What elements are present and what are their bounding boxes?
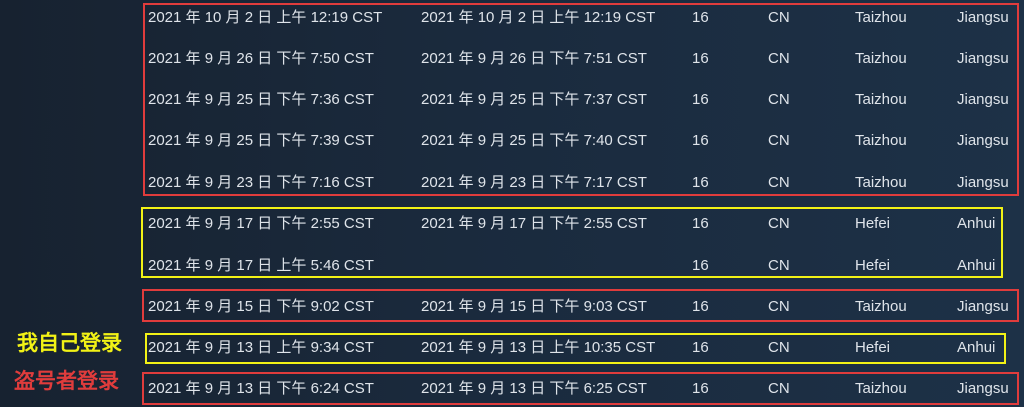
start-time: 2021 年 9 月 23 日 下午 7:16 CST xyxy=(148,174,374,191)
country: CN xyxy=(768,132,790,149)
end-time: 2021 年 10 月 2 日 上午 12:19 CST xyxy=(421,9,656,26)
city: Hefei xyxy=(855,257,891,274)
region: Jiangsu xyxy=(957,132,1009,149)
city: Hefei xyxy=(855,339,891,356)
end-time: 2021 年 9 月 26 日 下午 7:51 CST xyxy=(421,50,647,67)
own-login-highlight-box xyxy=(141,207,1003,278)
country: CN xyxy=(768,380,790,397)
end-time: 2021 年 9 月 13 日 上午 10:35 CST xyxy=(421,339,656,356)
end-time: 2021 年 9 月 25 日 下午 7:40 CST xyxy=(421,132,647,149)
code: 16 xyxy=(692,215,709,232)
city: Taizhou xyxy=(855,91,907,108)
region: Jiangsu xyxy=(957,9,1009,26)
code: 16 xyxy=(692,132,709,149)
end-time: 2021 年 9 月 23 日 下午 7:17 CST xyxy=(421,174,647,191)
city: Taizhou xyxy=(855,174,907,191)
country: CN xyxy=(768,9,790,26)
start-time: 2021 年 9 月 13 日 下午 6:24 CST xyxy=(148,380,374,397)
code: 16 xyxy=(692,91,709,108)
region: Anhui xyxy=(957,257,996,274)
start-time: 2021 年 9 月 26 日 下午 7:50 CST xyxy=(148,50,374,67)
start-time: 2021 年 9 月 13 日 上午 9:34 CST xyxy=(148,339,374,356)
city: Hefei xyxy=(855,215,891,232)
start-time: 2021 年 9 月 25 日 下午 7:36 CST xyxy=(148,91,374,108)
thief-login-highlight-box xyxy=(142,372,1019,405)
start-time: 2021 年 9 月 15 日 下午 9:02 CST xyxy=(148,298,374,315)
country: CN xyxy=(768,174,790,191)
end-time: 2021 年 9 月 13 日 下午 6:25 CST xyxy=(421,380,647,397)
region: Jiangsu xyxy=(957,91,1009,108)
code: 16 xyxy=(692,174,709,191)
own-login-annotation: 我自己登录 xyxy=(17,331,122,355)
region: Anhui xyxy=(957,215,996,232)
code: 16 xyxy=(692,298,709,315)
region: Jiangsu xyxy=(957,50,1009,67)
region: Anhui xyxy=(957,339,996,356)
start-time: 2021 年 9 月 25 日 下午 7:39 CST xyxy=(148,132,374,149)
region: Jiangsu xyxy=(957,174,1009,191)
city: Taizhou xyxy=(855,298,907,315)
end-time: 2021 年 9 月 15 日 下午 9:03 CST xyxy=(421,298,647,315)
start-time: 2021 年 10 月 2 日 上午 12:19 CST xyxy=(148,9,383,26)
code: 16 xyxy=(692,339,709,356)
end-time: 2021 年 9 月 25 日 下午 7:37 CST xyxy=(421,91,647,108)
country: CN xyxy=(768,339,790,356)
city: Taizhou xyxy=(855,380,907,397)
city: Taizhou xyxy=(855,132,907,149)
start-time: 2021 年 9 月 17 日 下午 2:55 CST xyxy=(148,215,374,232)
code: 16 xyxy=(692,9,709,26)
region: Jiangsu xyxy=(957,380,1009,397)
code: 16 xyxy=(692,50,709,67)
end-time: 2021 年 9 月 17 日 下午 2:55 CST xyxy=(421,215,647,232)
thief-login-highlight-box xyxy=(143,3,1019,196)
thief-login-annotation: 盗号者登录 xyxy=(14,369,119,393)
thief-login-highlight-box xyxy=(142,289,1019,322)
code: 16 xyxy=(692,380,709,397)
country: CN xyxy=(768,215,790,232)
country: CN xyxy=(768,257,790,274)
country: CN xyxy=(768,50,790,67)
own-login-highlight-box xyxy=(145,333,1006,364)
region: Jiangsu xyxy=(957,298,1009,315)
city: Taizhou xyxy=(855,50,907,67)
code: 16 xyxy=(692,257,709,274)
country: CN xyxy=(768,91,790,108)
start-time: 2021 年 9 月 17 日 上午 5:46 CST xyxy=(148,257,374,274)
country: CN xyxy=(768,298,790,315)
city: Taizhou xyxy=(855,9,907,26)
